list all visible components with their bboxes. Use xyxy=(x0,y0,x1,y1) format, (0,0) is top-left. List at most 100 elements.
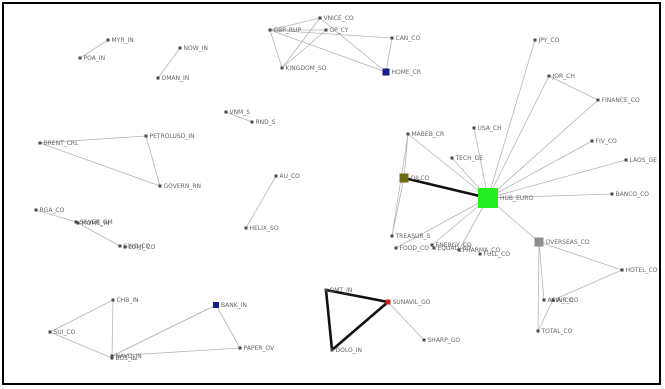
node-label: NAVD_IN xyxy=(116,353,142,360)
edge-i1-i2 xyxy=(403,133,409,179)
node-e1[interactable]: BRENT_CRL xyxy=(38,140,80,147)
node-label: JPY_CO xyxy=(538,37,560,44)
node-f2[interactable]: SILVER_GM xyxy=(74,219,113,226)
node-a2[interactable]: POA_IN xyxy=(78,55,106,62)
node-label: OMT_IN xyxy=(330,287,353,294)
node-marker xyxy=(324,288,328,292)
node-d3[interactable]: CAN_CO xyxy=(390,35,421,42)
node-marker xyxy=(457,248,461,252)
node-o11[interactable]: PHARMA_CO xyxy=(457,247,501,254)
node-q1[interactable]: TOTAL_CO xyxy=(536,328,573,335)
node-g3[interactable]: LOMI_CO xyxy=(123,244,156,251)
node-marker xyxy=(38,141,42,145)
edge-i1-i3 xyxy=(391,133,409,237)
node-c1[interactable]: VNM_S xyxy=(224,109,251,116)
node-o1[interactable]: JPY_CO xyxy=(533,37,560,44)
node-i1[interactable]: MABEB_CR xyxy=(406,131,445,138)
edge-l1-l2 xyxy=(111,299,114,359)
node-marker xyxy=(111,298,115,302)
node-label: FIV_CO xyxy=(596,138,618,145)
node-q2[interactable]: AIR_CO xyxy=(551,297,579,304)
edge-i2-i3 xyxy=(391,177,405,237)
node-marker xyxy=(390,36,394,40)
nodes-layer: MYR_IN POA_IN NOW_IN OMAN_IN VNM_S RND_S GBP_R… xyxy=(34,15,658,362)
node-marker xyxy=(551,298,555,302)
node-l2[interactable]: BUS_IN xyxy=(110,355,138,362)
node-m2[interactable]: NAVD_IN xyxy=(110,353,142,360)
node-label: GBP_RUP xyxy=(274,27,302,34)
node-label: SUNAVIL_GO xyxy=(393,299,431,306)
node-label: GP_CY xyxy=(330,27,349,34)
node-label: MABEB_CR xyxy=(412,131,445,138)
node-d5[interactable]: HOME_CR xyxy=(382,68,422,77)
node-p1[interactable]: HOTEL_CO xyxy=(620,267,658,274)
node-n2[interactable]: PAPER_OV xyxy=(238,345,276,352)
node-d1[interactable]: GBP_RUP xyxy=(268,27,302,34)
node-label: HUB_EURO xyxy=(500,195,533,202)
node-marker xyxy=(268,28,272,32)
edge-e1-e3 xyxy=(39,142,161,187)
node-marker xyxy=(624,158,628,162)
node-i3[interactable]: TREASUR_S xyxy=(390,233,431,240)
node-g1[interactable]: MOME_IN xyxy=(76,220,110,227)
node-o4[interactable]: FIV_CO xyxy=(590,138,618,145)
node-l1[interactable]: CHB_IN xyxy=(111,297,139,304)
edge-j2-q1 xyxy=(537,241,540,332)
node-marker xyxy=(596,98,600,102)
node-o5[interactable]: LAOS_GE xyxy=(624,157,658,164)
edge-d3-d5 xyxy=(385,37,393,73)
node-o10[interactable]: ENERGY_CO xyxy=(430,242,472,249)
node-a1[interactable]: MYR_IN xyxy=(106,37,134,44)
node-marker xyxy=(106,38,110,42)
node-d2[interactable]: VNICE_CO xyxy=(318,15,355,22)
node-r2[interactable]: SUNAVIL_GO xyxy=(385,299,431,306)
node-label: AU_CO xyxy=(280,173,301,180)
node-label: TOTAL_CO xyxy=(541,328,573,335)
node-c2[interactable]: RND_S xyxy=(250,119,276,126)
node-m1[interactable]: SUI_CO xyxy=(48,329,76,336)
node-e2[interactable]: PETROLUSD_IN xyxy=(144,133,195,140)
node-o2[interactable]: FINANCE_CO xyxy=(596,97,640,104)
node-p2[interactable]: ASIA_CO xyxy=(542,297,574,304)
node-marker xyxy=(547,74,551,78)
node-marker xyxy=(118,244,122,248)
node-label: NOW_IN xyxy=(184,45,208,52)
node-label: OMAN_IN xyxy=(162,75,190,82)
node-o8[interactable]: TECH_GE xyxy=(450,155,484,162)
node-label: HELIX_SO xyxy=(250,225,279,232)
node-j1[interactable]: HUB_EURO xyxy=(478,188,533,208)
edge-j1-i1 xyxy=(407,133,489,199)
node-d6[interactable]: GP_CY xyxy=(324,27,349,34)
node-e3[interactable]: GOVERN_RN xyxy=(158,183,201,190)
node-marker xyxy=(244,226,248,230)
node-marker xyxy=(78,56,82,60)
node-b1[interactable]: NOW_IN xyxy=(178,45,208,52)
node-r1[interactable]: OMT_IN xyxy=(324,287,353,294)
edge-d2-d5 xyxy=(319,17,387,73)
node-h2[interactable]: HELIX_SO xyxy=(244,225,279,232)
node-label: RND_S xyxy=(256,119,276,126)
node-d4[interactable]: KINGDOM_SO xyxy=(280,65,327,72)
node-k1[interactable]: EQUAD_CO xyxy=(432,245,472,252)
node-marker xyxy=(34,208,38,212)
node-i2[interactable]: OILCO xyxy=(399,173,430,183)
node-r4[interactable]: SHARP_GO xyxy=(422,337,461,344)
node-j2[interactable]: OVERSEAS_CO xyxy=(534,237,590,247)
node-o6[interactable]: BANCO_CO xyxy=(610,191,650,198)
node-k2[interactable]: FULL_CO xyxy=(478,251,511,258)
node-label: CAN_CO xyxy=(396,35,421,42)
node-label: RGA_CO xyxy=(40,207,65,214)
node-label: HOME_CR xyxy=(392,69,422,76)
node-r3[interactable]: DOLO_IN xyxy=(330,347,362,354)
node-n1[interactable]: BANK_IN xyxy=(213,302,247,309)
edge-d1-d5 xyxy=(269,29,387,73)
node-f1[interactable]: RGA_CO xyxy=(34,207,65,214)
edge-o3-o2 xyxy=(548,75,599,101)
node-g2[interactable]: SING_CO xyxy=(118,243,151,250)
node-h1[interactable]: AU_CO xyxy=(274,173,301,180)
node-b2[interactable]: OMAN_IN xyxy=(156,75,190,82)
node-o3[interactable]: JOR_CH xyxy=(547,73,575,80)
node-o7[interactable]: USA_CH xyxy=(472,125,502,132)
node-o9[interactable]: FOOD_CO xyxy=(394,245,430,252)
edge-e1-e2 xyxy=(39,135,147,144)
